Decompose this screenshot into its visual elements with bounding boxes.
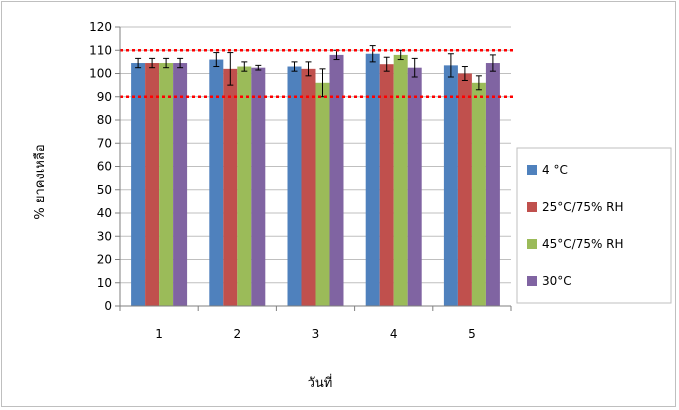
bar [173, 63, 188, 306]
bar [287, 66, 302, 307]
bar [145, 63, 160, 306]
bar [315, 82, 330, 306]
axes: 0 10 20 30 40 50 60 70 80 90 100 110 120 1 2 3 4 5 [89, 20, 512, 341]
bars [131, 53, 500, 307]
x-tick-label: 5 [468, 327, 476, 341]
x-tick-label: 2 [233, 327, 241, 341]
bar [131, 63, 146, 306]
legend: 4 °C 25°C/75% RH 45°C/75% RH 30°C [527, 163, 624, 288]
y-tick-label: 120 [89, 20, 112, 34]
x-tick-label: 4 [390, 327, 398, 341]
y-tick-label: 110 [89, 43, 112, 57]
x-tick-label: 3 [312, 327, 320, 341]
bar [407, 67, 422, 306]
bar [301, 68, 316, 306]
y-tick-label: 70 [97, 136, 112, 150]
legend-label: 4 °C [542, 163, 568, 177]
bar [471, 82, 486, 306]
legend-swatch [527, 202, 537, 212]
y-tick-label: 80 [97, 113, 112, 127]
y-tick-label: 30 [97, 229, 112, 243]
x-tick-label: 1 [155, 327, 163, 341]
legend-swatch [527, 239, 537, 249]
bar [159, 63, 174, 306]
x-axis-title: วันที่ [308, 374, 333, 391]
legend-label: 45°C/75% RH [542, 237, 624, 251]
bar [237, 66, 252, 307]
legend-swatch [527, 276, 537, 286]
bar [485, 63, 500, 306]
bar [365, 53, 380, 306]
bar [209, 59, 224, 306]
bar [393, 54, 408, 307]
bar [379, 64, 394, 306]
bar [443, 65, 458, 306]
error-bars [135, 45, 496, 98]
bar [457, 73, 472, 306]
legend-label: 25°C/75% RH [542, 200, 624, 214]
y-tick-label: 100 [89, 67, 112, 81]
y-tick-label: 50 [97, 183, 112, 197]
bar [251, 67, 266, 306]
y-tick-label: 20 [97, 253, 112, 267]
legend-swatch [527, 165, 537, 175]
y-tick-label: 10 [97, 276, 112, 290]
legend-label: 30°C [542, 274, 572, 288]
y-axis-title: % ยาคงเหลือ [32, 144, 48, 219]
legend-box [516, 147, 672, 304]
y-tick-label: 40 [97, 206, 112, 220]
reference-lines [120, 49, 516, 98]
bar [223, 68, 238, 306]
y-tick-label: 90 [97, 90, 112, 104]
bar [329, 54, 344, 307]
y-tick-label: 60 [97, 160, 112, 174]
y-tick-label: 0 [104, 299, 112, 313]
